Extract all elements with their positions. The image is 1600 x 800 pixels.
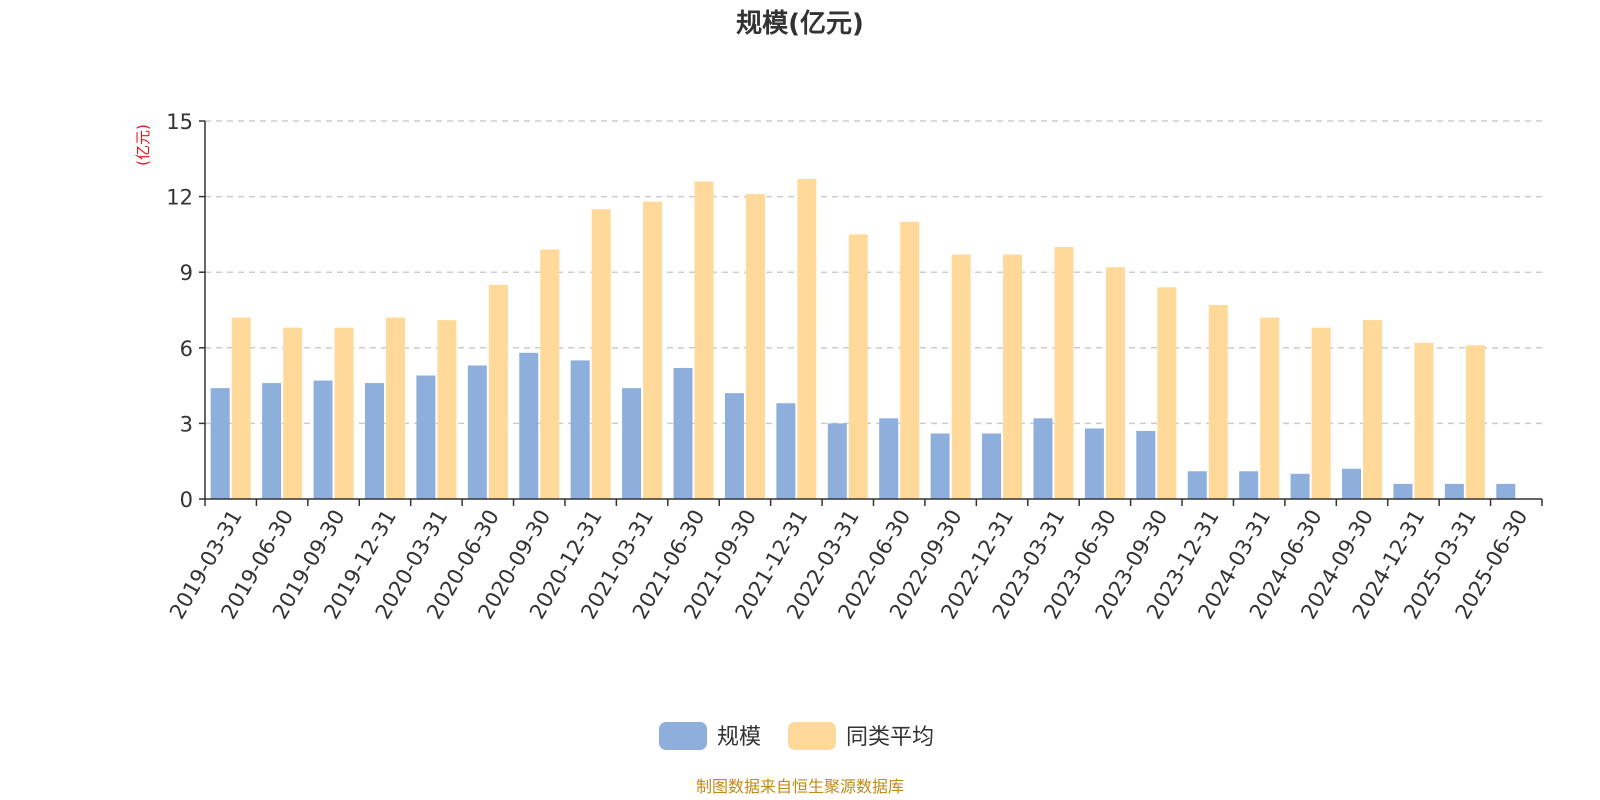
bar-category-average <box>1363 320 1383 499</box>
bar-category-average <box>951 254 971 499</box>
grid-lines <box>205 120 1542 425</box>
bar-scale <box>467 365 487 499</box>
bar-category-average <box>385 317 405 499</box>
bar-category-average <box>437 320 457 499</box>
bar-category-average <box>745 194 765 499</box>
bar-scale <box>416 375 436 499</box>
bar-category-average <box>643 201 663 499</box>
bar-scale <box>1444 483 1464 499</box>
bar-category-average <box>797 178 817 499</box>
bar-category-average <box>591 209 611 499</box>
bar-scale <box>1187 471 1207 499</box>
y-tick-label: 15 <box>166 110 193 134</box>
bar-category-average <box>283 327 303 499</box>
bar-category-average <box>1311 327 1331 499</box>
bar-scale <box>1136 430 1156 499</box>
legend[interactable]: 规模 同类平均 <box>659 722 934 750</box>
bar-scale <box>622 388 642 499</box>
bar-scale <box>262 383 282 499</box>
bar-category-average <box>1208 304 1228 499</box>
bar-scale <box>570 360 590 499</box>
y-tick-label: 0 <box>180 488 193 512</box>
y-tick-label: 3 <box>180 412 193 436</box>
bar-category-average <box>1003 254 1023 499</box>
y-tick-label: 9 <box>180 261 193 285</box>
bar-scale <box>673 367 693 499</box>
bar-scale <box>827 423 847 499</box>
bar-scale <box>930 433 950 499</box>
bar-category-average <box>694 181 714 500</box>
legend-label-avg[interactable]: 同类平均 <box>846 725 934 750</box>
bar-category-average <box>1465 345 1485 499</box>
bar-scale <box>210 388 230 499</box>
bar-scale <box>982 433 1002 499</box>
bar-category-average <box>334 327 354 499</box>
bar-category-average <box>1157 287 1177 499</box>
bar-scale <box>776 403 796 499</box>
legend-swatch-scale[interactable] <box>659 722 707 750</box>
bar-category-average <box>1105 267 1125 499</box>
bar-scale <box>879 418 899 499</box>
bar-scale <box>1393 483 1413 499</box>
bar-category-average <box>900 221 920 500</box>
data-source-note: 制图数据来自恒生聚源数据库 <box>696 777 904 796</box>
chart-title: 规模(亿元) <box>736 9 864 39</box>
bar-scale <box>1239 471 1259 499</box>
bar-scale <box>313 380 333 499</box>
bar-scale <box>1033 418 1053 499</box>
legend-label-scale[interactable]: 规模 <box>717 725 761 750</box>
bar-scale <box>724 393 744 499</box>
bar-category-average <box>231 317 251 499</box>
bar-category-average <box>848 234 868 499</box>
y-axis-unit-label: (亿元) <box>134 124 152 166</box>
bars <box>210 178 1516 500</box>
y-tick-label: 6 <box>180 337 193 361</box>
bar-category-average <box>1414 342 1434 499</box>
bar-scale <box>1290 473 1310 499</box>
bar-scale <box>519 352 539 499</box>
bar-category-average <box>488 284 508 499</box>
bar-scale <box>1496 483 1516 499</box>
bar-scale <box>1342 468 1362 499</box>
bar-category-average <box>540 249 560 499</box>
bar-category-average <box>1054 247 1074 499</box>
legend-swatch-avg[interactable] <box>788 722 836 750</box>
y-tick-label: 12 <box>166 186 193 210</box>
bar-category-average <box>1260 317 1280 499</box>
bar-scale <box>1084 428 1104 499</box>
bar-scale <box>364 383 384 499</box>
